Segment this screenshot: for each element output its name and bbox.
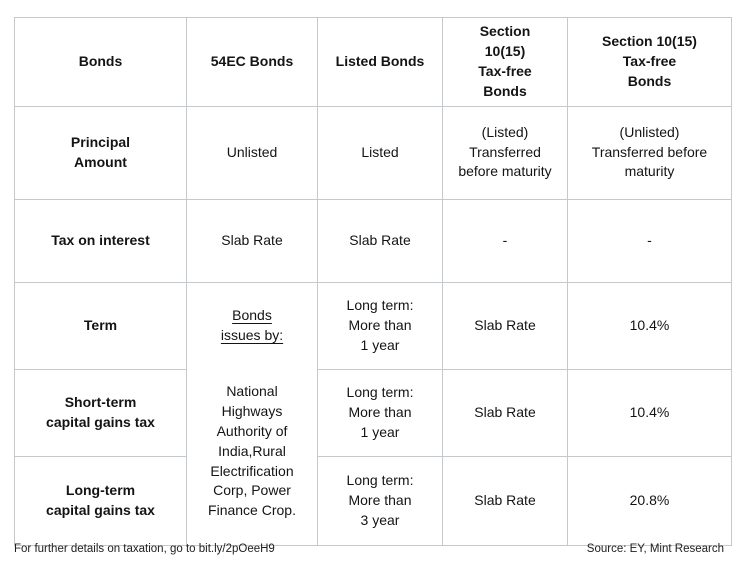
table-row-principal-amount: Principal Amount Unlisted Listed (Listed… <box>14 105 732 200</box>
footer: For further details on taxation, go to b… <box>14 543 724 555</box>
row-label-short-term-cgt: Short-term capital gains tax <box>14 368 187 457</box>
corner-header-bonds: Bonds <box>14 17 187 107</box>
cell-principal-taxfree-2: (Unlisted) Transferred before maturity <box>567 105 732 200</box>
cell-interest-taxfree-2: - <box>567 198 732 283</box>
issuer-merged-cell: Bonds issues by: National Highways Autho… <box>186 281 318 546</box>
cell-principal-taxfree-1: (Listed) Transferred before maturity <box>442 105 568 200</box>
row-label-term: Term <box>14 281 187 370</box>
col-header-section-1015-taxfree-1: Section 10(15) Tax-free Bonds <box>442 17 568 107</box>
table-row-term: Term Bonds issues by: National Highways … <box>14 281 732 546</box>
cell-interest-listed: Slab Rate <box>317 198 443 283</box>
table-row-long-term-cgt: Long-term capital gains tax Long term: M… <box>14 455 732 547</box>
row-label-tax-on-interest: Tax on interest <box>14 198 187 283</box>
cell-shortterm-taxfree-1: Slab Rate <box>442 368 568 457</box>
cell-longterm-taxfree-1: Slab Rate <box>442 455 568 547</box>
table-row-short-term-cgt: Short-term capital gains tax Long term: … <box>14 368 732 457</box>
row-label-long-term-cgt: Long-term capital gains tax <box>14 455 187 547</box>
footer-source: Source: EY, Mint Research <box>586 543 724 555</box>
bonds-tax-table: Bonds 54EC Bonds Listed Bonds Section 10… <box>14 17 732 547</box>
cell-term-listed: Long term: More than 1 year <box>317 281 443 370</box>
col-header-section-1015-taxfree-2: Section 10(15) Tax-free Bonds <box>567 17 732 107</box>
cell-interest-taxfree-1: - <box>442 198 568 283</box>
issuer-body: National Highways Authority of India,Rur… <box>208 383 296 519</box>
issuer-title: Bonds issues by: <box>220 307 284 344</box>
cell-shortterm-listed: Long term: More than 1 year <box>317 368 443 457</box>
col-header-54ec-bonds: 54EC Bonds <box>186 17 318 107</box>
cell-longterm-listed: Long term: More than 3 year <box>317 455 443 547</box>
table-row-tax-on-interest: Tax on interest Slab Rate Slab Rate - - <box>14 198 732 283</box>
footer-note: For further details on taxation, go to b… <box>14 543 275 555</box>
cell-principal-54ec: Unlisted <box>186 105 318 200</box>
row-label-principal-amount: Principal Amount <box>14 105 187 200</box>
cell-term-taxfree-2: 10.4% <box>567 281 732 370</box>
col-header-listed-bonds: Listed Bonds <box>317 17 443 107</box>
cell-shortterm-taxfree-2: 10.4% <box>567 368 732 457</box>
cell-principal-listed: Listed <box>317 105 443 200</box>
cell-longterm-taxfree-2: 20.8% <box>567 455 732 547</box>
table-header-row: Bonds 54EC Bonds Listed Bonds Section 10… <box>14 17 732 107</box>
cell-interest-54ec: Slab Rate <box>186 198 318 283</box>
cell-term-taxfree-1: Slab Rate <box>442 281 568 370</box>
